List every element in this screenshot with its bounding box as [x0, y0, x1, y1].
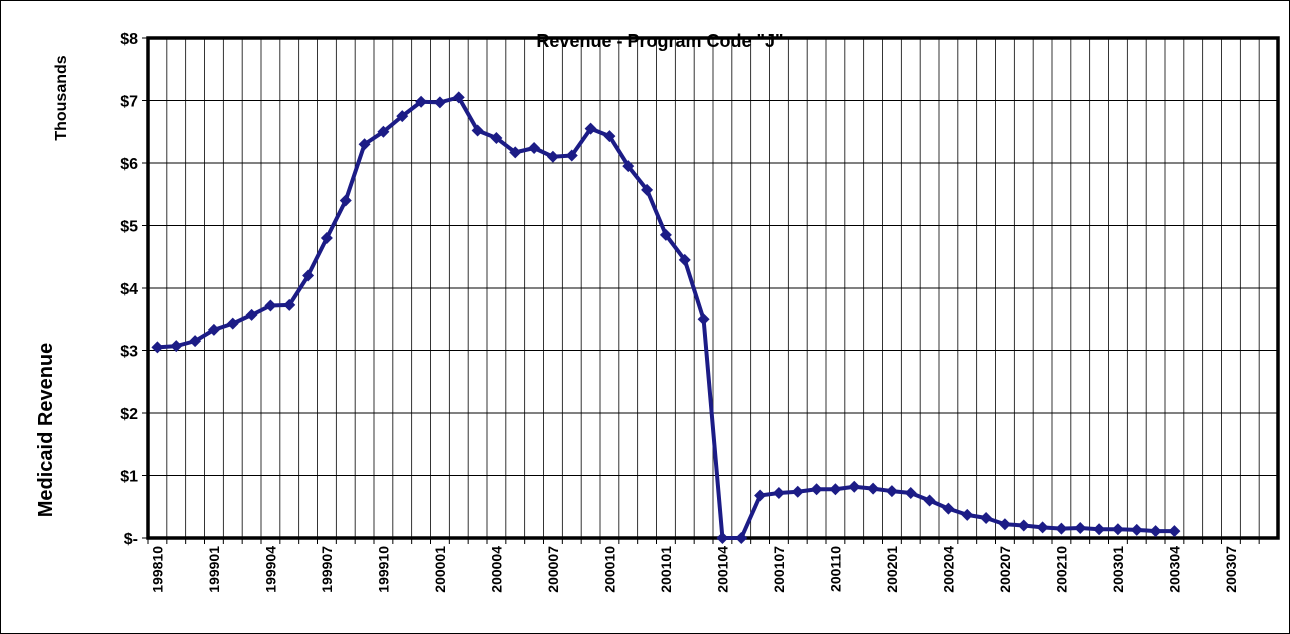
data-point — [735, 532, 748, 544]
y-tick-label: $3 — [120, 344, 138, 361]
x-tick-label: 200307 — [1223, 546, 1239, 593]
data-point — [207, 323, 220, 336]
data-point — [226, 317, 239, 330]
x-tick-label: 199907 — [319, 546, 335, 593]
data-point — [772, 487, 785, 499]
y-tick-label: $1 — [120, 469, 138, 486]
data-point — [302, 269, 315, 282]
data-point — [942, 502, 955, 515]
chart-title: Revenue - Program Code "J" — [536, 31, 783, 51]
x-tick-label: 199810 — [149, 546, 165, 593]
y-tick-label: $4 — [120, 281, 138, 298]
x-tick-label: 199904 — [262, 546, 278, 593]
x-tick-label: 200104 — [714, 546, 730, 593]
x-tick-label: 200004 — [488, 546, 504, 593]
data-point — [283, 298, 296, 311]
data-point — [697, 313, 710, 326]
x-tick-label: 200107 — [771, 546, 787, 593]
data-point — [490, 132, 503, 144]
data-point — [716, 532, 729, 544]
y-tick-label: $6 — [120, 156, 138, 173]
data-point — [810, 483, 823, 496]
data-point — [471, 124, 484, 137]
data-point — [754, 489, 767, 502]
data-point — [1149, 525, 1162, 538]
data-point — [603, 130, 616, 143]
data-point — [1074, 522, 1087, 534]
data-point — [320, 232, 333, 244]
data-point — [1017, 519, 1030, 532]
data-point — [452, 91, 465, 104]
data-point — [170, 340, 183, 353]
x-tick-label: 199910 — [375, 546, 391, 593]
grid — [148, 37, 1278, 539]
data-point — [528, 142, 541, 154]
data-point — [1111, 523, 1124, 536]
x-tick-label: 200301 — [1110, 546, 1126, 593]
x-tick-label: 200010 — [601, 546, 617, 593]
y-tick-label: $2 — [120, 406, 138, 423]
y-tick-label: $7 — [120, 94, 138, 111]
data-point — [1036, 521, 1049, 534]
data-point — [641, 183, 654, 196]
data-point — [245, 308, 258, 321]
x-tick-label: 200304 — [1166, 546, 1182, 593]
data-point — [415, 95, 428, 108]
data-point — [584, 122, 597, 135]
data-point — [923, 494, 936, 507]
data-point — [565, 149, 578, 162]
data-point — [904, 487, 917, 499]
data-point — [264, 299, 277, 312]
y-tick-label: $- — [124, 531, 138, 548]
x-tick-label: 200001 — [432, 546, 448, 593]
data-point — [546, 150, 559, 163]
x-tick-label: 200110 — [827, 546, 843, 592]
x-tick-label: 200207 — [997, 546, 1013, 593]
data-point — [396, 110, 409, 123]
data-point — [829, 483, 842, 496]
data-point — [1168, 525, 1181, 538]
data-point — [848, 480, 861, 493]
data-point — [961, 508, 974, 521]
y-axis-label: Medicaid Revenue — [35, 343, 57, 518]
data-point — [509, 146, 522, 159]
x-tick-label: 200007 — [545, 546, 561, 593]
y-tick-label: $8 — [120, 31, 138, 48]
data-point — [1093, 523, 1106, 536]
data-point — [791, 485, 804, 498]
data-point — [358, 138, 371, 151]
data-point — [998, 518, 1011, 531]
x-tick-label: 200101 — [658, 546, 674, 593]
data-point — [1055, 522, 1068, 535]
data-point — [678, 253, 691, 266]
data-point — [867, 482, 880, 495]
data-point — [189, 335, 202, 348]
x-tick-label: 200201 — [884, 546, 900, 593]
x-tick-label: 199901 — [206, 546, 222, 593]
data-point — [885, 485, 898, 498]
x-tick-label: 200210 — [1053, 546, 1069, 593]
data-point — [433, 96, 446, 109]
data-point — [659, 228, 672, 241]
data-point — [622, 160, 635, 173]
data-point — [1130, 523, 1143, 536]
data-point — [980, 512, 993, 524]
data-point — [339, 194, 352, 207]
y-tick-label: $5 — [120, 219, 138, 236]
data-point — [151, 341, 164, 354]
data-point — [377, 125, 390, 138]
x-tick-label: 200204 — [940, 546, 956, 593]
y-unit-label: Thousands — [53, 55, 70, 140]
